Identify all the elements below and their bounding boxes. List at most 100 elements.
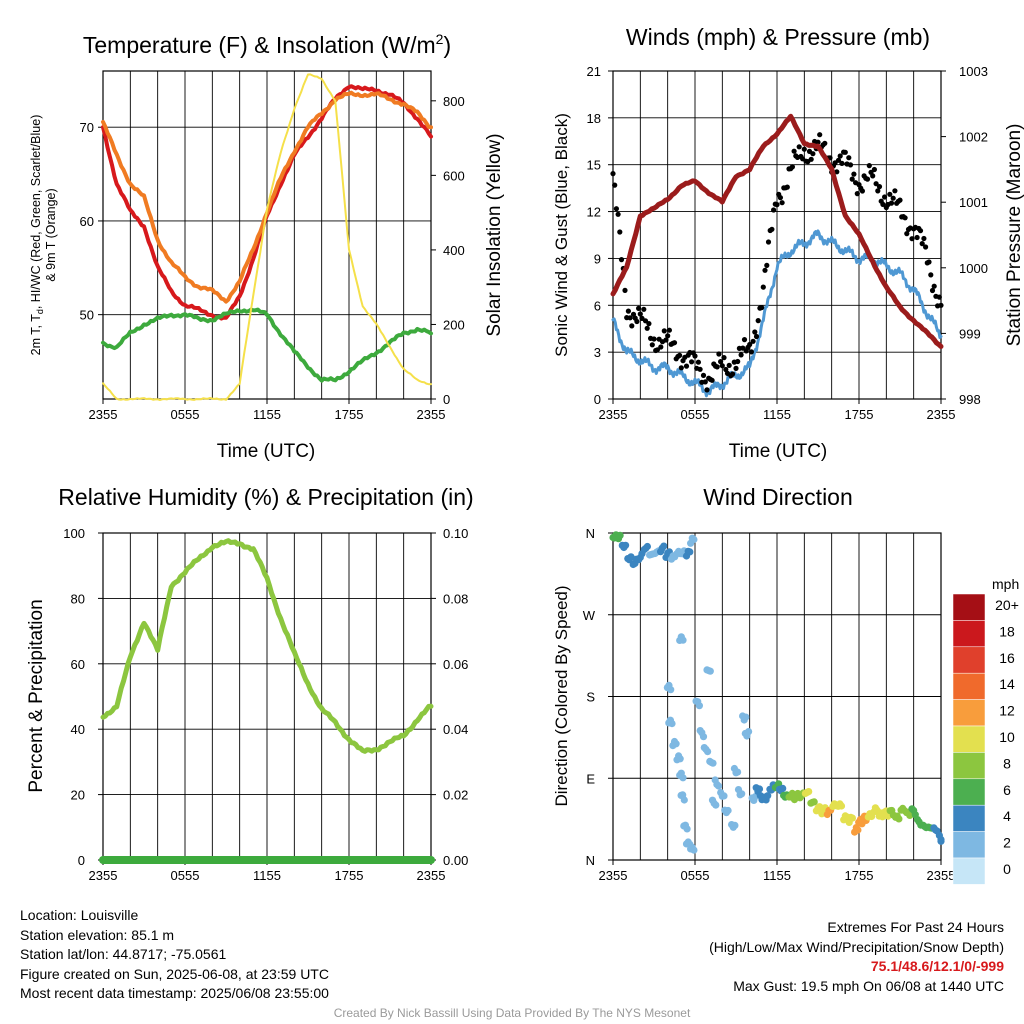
temp-ytick-label: 70	[80, 120, 94, 135]
extremes-subtitle: (High/Low/Max Wind/Precipitation/Snow De…	[709, 938, 1004, 955]
wind-plot: 2355 0555 1155 1755 235503691215182199899910…	[587, 64, 988, 422]
dir-point	[643, 542, 652, 551]
rh-y2tick-label: 0.00	[443, 853, 468, 868]
humidity-plot: 2355 0555 1155 1755 2355 0 0.00 20 0.02 40 0.04 60 0…	[63, 526, 468, 883]
wind-gust-point	[663, 337, 669, 343]
dir-ytick-label: N	[586, 526, 595, 541]
dir-ytick-label: W	[583, 608, 596, 623]
created-text: Figure created on Sun, 2025-06-08, at 23…	[20, 965, 329, 982]
extremes-title: Extremes For Past 24 Hours	[827, 919, 1004, 935]
rh-y2tick-label: 0.02	[443, 788, 468, 803]
wind-xtick-label: 2355	[927, 407, 956, 422]
wind-gust-point	[750, 338, 756, 344]
wind-gust-point	[846, 155, 852, 161]
rh-ylabel: Percent & Precipitation	[26, 599, 47, 792]
dir-ylabel: Direction (Colored By Speed)	[552, 585, 571, 806]
rh-series-relative-humidity	[100, 538, 434, 754]
legend-label: 2	[1003, 835, 1011, 851]
wind-gust-point	[721, 355, 727, 361]
dir-ytick-label: E	[586, 771, 595, 786]
dir-point	[724, 806, 732, 815]
wind-gust-point	[864, 176, 871, 182]
wind-gust-point	[714, 364, 720, 370]
wind-gust-point	[649, 342, 655, 348]
dir-point	[704, 748, 712, 756]
wind-gust-point	[888, 200, 895, 206]
wind-xtick-label: 2355	[599, 407, 628, 422]
wind-gust-point	[762, 267, 768, 273]
wind-gust-point	[771, 207, 777, 213]
location-text: Location: Louisville	[20, 907, 139, 923]
wind-ytick-label: 12	[587, 205, 601, 220]
wind-gust-point	[779, 200, 785, 206]
station-info: Location: Louisville Station elevation: …	[20, 906, 329, 1004]
max-gust-text: Max Gust: 19.5 mph On 06/08 at 1440 UTC	[733, 977, 1004, 994]
wind-xtick-label: 1755	[845, 407, 874, 422]
wind-y2tick-label: 1002	[959, 130, 988, 145]
wind-gust-point	[887, 191, 893, 197]
wind-gust-point	[938, 302, 944, 308]
elevation-text: Station elevation: 85.1 m	[20, 926, 175, 943]
dir-point	[706, 667, 714, 675]
wind-gust-point	[854, 191, 860, 197]
wind-gust-point	[644, 325, 650, 331]
wind-gust-point	[897, 197, 903, 203]
wind-gust-point	[866, 163, 872, 169]
dir-point	[731, 821, 739, 830]
wind-y2tick-label: 999	[959, 326, 981, 341]
dir-point	[714, 782, 723, 790]
wind-gust-point	[689, 359, 695, 365]
credit-text: Created By Nick Bassill Using Data Provi…	[333, 1006, 691, 1020]
wind-series-sonic-wind	[611, 229, 943, 398]
legend-label: 14	[999, 676, 1015, 692]
temp-ylabel-line1: 2m T, Td, HI/WC (Red, Green, Scarlet/Blu…	[29, 115, 45, 356]
dir-point	[690, 535, 698, 544]
wind-gust-point	[914, 234, 920, 241]
wind-gust-point	[634, 318, 640, 325]
temp-ytick-label: 60	[80, 214, 94, 229]
rh-ytick-label: 80	[71, 591, 85, 606]
wind-gust-point	[921, 235, 927, 242]
dir-point	[660, 542, 668, 550]
wind-xtick-label: 0555	[681, 407, 710, 422]
wind-gust-point	[658, 344, 664, 350]
dir-point	[676, 755, 684, 763]
wind-gust-point	[618, 257, 625, 263]
dir-point	[679, 636, 687, 644]
wind-gust-point	[678, 365, 684, 371]
temp-ytick-label: 50	[80, 308, 94, 323]
wind-gust-point	[931, 283, 937, 289]
legend-label: 12	[999, 703, 1015, 719]
wind-gust-point	[817, 132, 823, 138]
temp-ylabel-line2: & 9m T (Orange)	[44, 188, 58, 281]
recent-data-text: Most recent data timestamp: 2025/06/08 2…	[20, 985, 329, 1001]
wind-gust-point	[892, 188, 898, 194]
legend-label: 0	[1003, 861, 1011, 877]
wind-gust-point	[665, 333, 671, 339]
wind-gust-point	[612, 182, 618, 188]
wind-gust-point	[919, 241, 925, 247]
wind-gust-point	[859, 188, 866, 194]
wind-gust-point	[774, 202, 780, 208]
wind-gust-point	[882, 194, 888, 200]
wind-gust-point	[700, 372, 707, 378]
temp-xtick-label: 2355	[89, 407, 118, 422]
wind-gust-point	[735, 358, 741, 365]
wind-gust-point	[646, 321, 652, 327]
temp-xtick-label: 1755	[335, 407, 364, 422]
wind-gust-point	[904, 231, 910, 237]
wind-y2tick-label: 1001	[959, 195, 988, 210]
wind-gust-point	[837, 153, 843, 159]
legend-swatch	[952, 620, 986, 648]
wind-ytick-label: 3	[594, 345, 601, 360]
legend-label: 6	[1003, 782, 1011, 798]
wind-gust-point	[777, 195, 784, 201]
wind-gust-point	[834, 169, 840, 175]
dir-point	[755, 785, 764, 793]
temp-series-solar-insolation	[102, 73, 432, 401]
wind-gust-point	[851, 171, 857, 177]
temp-y2tick-label: 800	[443, 94, 465, 109]
dir-point	[627, 553, 635, 561]
wind-gust-point	[849, 176, 855, 182]
